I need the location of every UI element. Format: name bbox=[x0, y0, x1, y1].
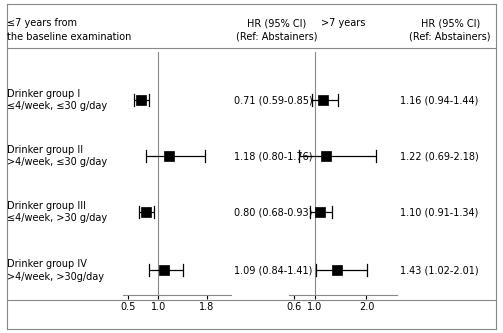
Text: Drinker group III
≤4/week, >30 g/day: Drinker group III ≤4/week, >30 g/day bbox=[7, 201, 107, 223]
Text: 1.09 (0.84-1.41): 1.09 (0.84-1.41) bbox=[234, 265, 312, 275]
Text: the baseline examination: the baseline examination bbox=[7, 32, 131, 42]
Text: 0.71 (0.59-0.85): 0.71 (0.59-0.85) bbox=[234, 95, 313, 105]
Text: 1.16 (0.94-1.44): 1.16 (0.94-1.44) bbox=[400, 95, 478, 105]
Text: Drinker group II
>4/week, ≤30 g/day: Drinker group II >4/week, ≤30 g/day bbox=[7, 145, 107, 167]
Text: (Ref: Abstainers): (Ref: Abstainers) bbox=[409, 32, 491, 42]
Text: >7 years: >7 years bbox=[321, 18, 366, 28]
Text: HR (95% CI): HR (95% CI) bbox=[247, 18, 306, 28]
Text: Drinker group I
≤4/week, ≤30 g/day: Drinker group I ≤4/week, ≤30 g/day bbox=[7, 89, 107, 112]
Text: 0.80 (0.68-0.93): 0.80 (0.68-0.93) bbox=[234, 207, 312, 217]
Text: 1.43 (1.02-2.01): 1.43 (1.02-2.01) bbox=[400, 265, 478, 275]
Text: HR (95% CI): HR (95% CI) bbox=[421, 18, 480, 28]
Text: ≤7 years from: ≤7 years from bbox=[7, 18, 76, 28]
Text: (Ref: Abstainers): (Ref: Abstainers) bbox=[236, 32, 317, 42]
Text: 1.10 (0.91-1.34): 1.10 (0.91-1.34) bbox=[400, 207, 478, 217]
Text: 1.18 (0.80-1.76): 1.18 (0.80-1.76) bbox=[234, 151, 312, 161]
Text: 1.22 (0.69-2.18): 1.22 (0.69-2.18) bbox=[400, 151, 479, 161]
Text: Drinker group IV
>4/week, >30g/day: Drinker group IV >4/week, >30g/day bbox=[7, 259, 104, 282]
